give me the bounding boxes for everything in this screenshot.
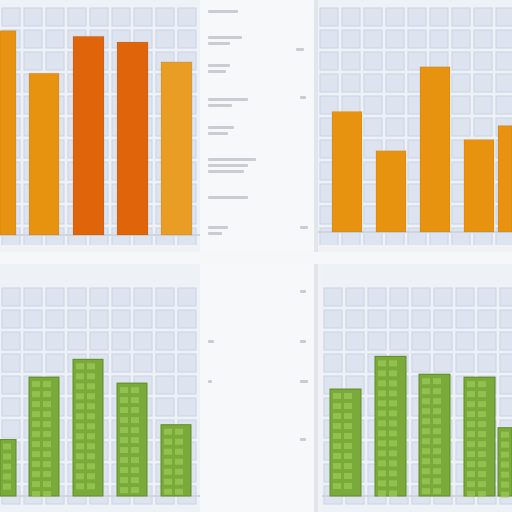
text-placeholder-line: [300, 438, 306, 441]
chart-panel-bottom-left: [0, 264, 200, 512]
text-placeholder-line: [208, 64, 230, 67]
bar-4-segments: [120, 387, 139, 494]
text-placeholder-line: [208, 42, 230, 45]
text-placeholder-line: [208, 164, 248, 167]
text-placeholder-line: [208, 158, 256, 161]
chart-panel-bottom-right: [322, 264, 512, 512]
bar-3: [418, 373, 451, 497]
text-placeholder-line: [208, 380, 212, 383]
text-placeholder-line: [208, 36, 242, 39]
bar-4: [463, 139, 495, 233]
chart-svg-top-right: [318, 0, 512, 245]
text-placeholder-line: [208, 226, 228, 229]
bar-5-segments: [501, 431, 509, 498]
text-placeholder-line: [300, 226, 308, 229]
text-placeholder-line: [300, 380, 308, 383]
bar-1-segments: [3, 443, 11, 490]
text-placeholder-line: [300, 290, 306, 293]
bar-4-segments: [467, 381, 486, 498]
text-placeholder-line: [208, 10, 238, 13]
text-placeholder-line: [296, 48, 304, 51]
bar-3: [419, 66, 451, 233]
text-placeholder-line: [208, 340, 214, 343]
chart-panel-top-right: [318, 0, 512, 245]
bar-1-segments: [333, 393, 352, 490]
text-placeholder-line: [208, 126, 234, 129]
text-placeholder-line: [208, 132, 228, 135]
bar-5: [497, 125, 512, 233]
text-placeholder-line: [208, 104, 232, 107]
bar-2-segments: [378, 360, 397, 497]
bar-4: [116, 41, 149, 236]
text-placeholder-line: [208, 232, 222, 235]
bar-3: [72, 35, 105, 236]
horizontal-divider: [0, 252, 512, 264]
bar-1: [0, 30, 17, 236]
bar-3-segments: [76, 363, 95, 490]
chart-svg-bottom-left: [0, 264, 200, 512]
text-placeholder-line: [208, 98, 248, 101]
text-placeholder-line: [208, 70, 226, 73]
bar-1: [331, 111, 363, 233]
bar-2: [28, 72, 60, 236]
text-placeholder-line: [300, 340, 306, 343]
text-placeholder-line: [208, 170, 244, 173]
chart-panel-top-left: [0, 0, 200, 245]
bar-2-segments: [32, 381, 51, 498]
bar-5-segments: [164, 428, 183, 495]
text-placeholder-line: [300, 96, 306, 99]
chart-svg-top-left: [0, 0, 200, 245]
text-placeholder-line: [208, 196, 248, 199]
bar-3-segments: [422, 378, 441, 495]
chart-svg-bottom-right: [322, 264, 512, 512]
bar-2: [375, 150, 407, 233]
bar-5: [160, 61, 193, 236]
